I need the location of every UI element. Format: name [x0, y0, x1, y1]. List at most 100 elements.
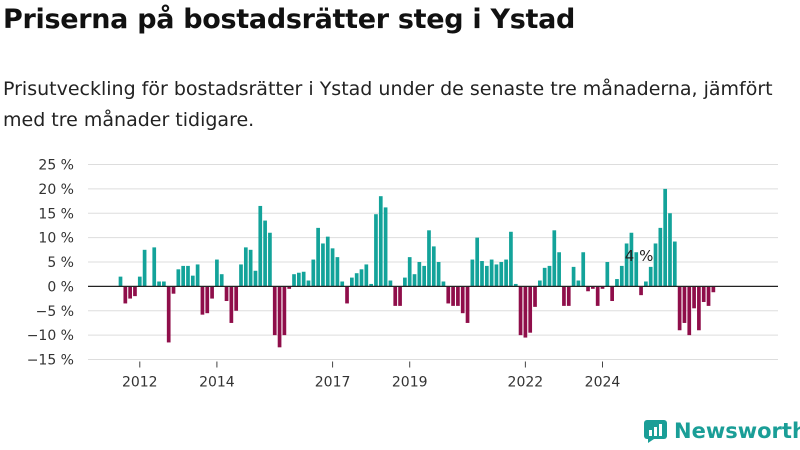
bar: [591, 286, 595, 289]
bar: [460, 286, 465, 314]
bar: [470, 259, 475, 287]
bar: [253, 270, 258, 287]
y-tick-label: 15 %: [38, 206, 74, 222]
bar: [542, 267, 547, 287]
bar: [566, 286, 571, 306]
bar: [605, 262, 610, 287]
newsworthy-brand[interactable]: Newsworthy: [644, 419, 800, 443]
bar: [682, 286, 687, 323]
bar: [412, 274, 417, 287]
bar: [287, 286, 292, 289]
bar: [677, 286, 682, 331]
bar: [157, 281, 161, 287]
bar: [350, 277, 354, 287]
bar: [600, 286, 605, 289]
bar: [234, 286, 239, 311]
bar: [296, 272, 301, 287]
bar: [263, 220, 267, 287]
chart-subtitle: Prisutveckling för bostadsrätter i Ystad…: [3, 78, 773, 131]
bar: [345, 286, 349, 304]
bar: [195, 264, 200, 287]
bar: [403, 277, 407, 287]
bar: [205, 286, 210, 314]
bar: [282, 286, 287, 336]
x-tick-label: 2019: [392, 375, 428, 391]
annotations: 4 %: [625, 247, 654, 265]
y-tick-label: 0 %: [47, 279, 74, 295]
y-axis-tick-labels: −15 % −10 % −5 % 0 % 5 % 10 % 15 % 20 % 25 %: [27, 158, 74, 369]
bar: [672, 241, 677, 287]
bar: [190, 275, 195, 287]
bar: [610, 286, 614, 302]
bar: [378, 196, 383, 287]
y-tick-label: 20 %: [38, 182, 74, 198]
bar: [229, 286, 234, 323]
bar: [219, 274, 224, 287]
bar: [340, 281, 345, 287]
bar: [171, 286, 176, 294]
bar: [484, 265, 489, 287]
bar: [128, 286, 132, 299]
bar: [118, 276, 123, 287]
bar: [364, 264, 369, 287]
bar: [537, 280, 542, 287]
bar: [451, 286, 455, 306]
bar: [697, 286, 701, 331]
bar: [359, 269, 364, 287]
latest-value-annotation: 4 %: [625, 247, 654, 265]
bar: [509, 231, 513, 287]
bar: [547, 265, 552, 287]
bar: [176, 269, 181, 287]
bar: [330, 248, 335, 287]
bar: [629, 232, 634, 287]
bar: [210, 286, 214, 299]
bar: [639, 286, 643, 296]
x-tick-label: 2012: [122, 375, 158, 391]
bar: [369, 283, 373, 287]
bar: [528, 286, 533, 333]
bar: [523, 286, 528, 338]
bar: [181, 265, 186, 287]
bar: [701, 286, 706, 302]
bar: [571, 266, 576, 287]
bar: [619, 265, 624, 287]
bar: [644, 281, 648, 287]
bar: [239, 264, 243, 287]
bar: [576, 280, 581, 287]
bars: [118, 188, 716, 348]
bar: [692, 286, 696, 309]
bar: [513, 283, 518, 287]
bar: [142, 249, 147, 287]
y-tick-label: −10 %: [27, 328, 74, 344]
bar: [243, 247, 248, 287]
bar: [277, 286, 282, 348]
bar: [518, 286, 523, 336]
bar: [668, 213, 672, 287]
y-tick-label: −5 %: [36, 304, 74, 320]
bar: [441, 281, 446, 287]
bar: [595, 286, 600, 306]
bar: [436, 262, 441, 287]
bar: [272, 286, 277, 336]
bar: [480, 261, 484, 287]
bar: [494, 264, 499, 287]
bar: [393, 286, 398, 306]
bar: [407, 257, 412, 287]
x-tick-label: 2022: [508, 375, 544, 391]
bar: [504, 259, 508, 287]
y-tick-label: −15 %: [27, 353, 74, 369]
bar: [292, 274, 296, 287]
bar: [335, 257, 340, 287]
bar: [557, 252, 561, 287]
bar: [446, 286, 451, 304]
bar: [552, 230, 557, 287]
bar: [634, 252, 639, 287]
bar: [456, 286, 460, 306]
chart-title: Priserna på bostadsrätter steg i Ystad: [3, 4, 576, 35]
bar: [489, 259, 494, 287]
bar: [200, 286, 205, 315]
bar: [374, 214, 378, 287]
bar: [687, 286, 692, 336]
bar: [354, 273, 359, 287]
